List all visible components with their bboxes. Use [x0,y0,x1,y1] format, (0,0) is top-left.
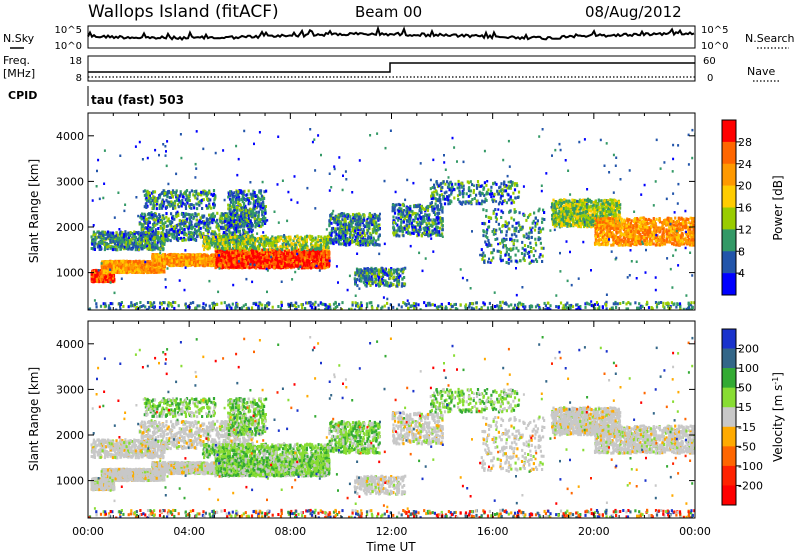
power-colorbar-segment-5 [722,229,736,252]
velocity-colorbar-segment-1 [722,348,736,369]
power-colorbar-tick-6: 4 [738,267,745,280]
nsky-label: N.Sky [3,32,35,45]
power-ytick-3: 4000 [56,130,84,143]
velocity-colorbar-segment-3 [722,387,736,408]
velocity-colorbar-tick-5: -50 [738,440,756,453]
velocity-colorbar-segment-4 [722,407,736,428]
time-xtick-2: 08:00 [274,525,306,538]
cpid-label: CPID [8,89,37,102]
power-colorbar-segment-6 [722,251,736,274]
velocity-colorbar-tick-0: 200 [738,343,759,356]
velocity-colorbar-segment-6 [722,446,736,467]
power-colorbar-segment-0 [722,120,736,143]
velocity-ytick-3: 4000 [56,338,84,351]
freq-tick-bottom-left: 8 [76,73,82,84]
date-label: 08/Aug/2012 [585,3,682,21]
power-ylabel: Slant Range [km] [27,159,41,263]
velocity-ytick-0: 1000 [56,475,84,488]
cpid-text: tau (fast) 503 [91,93,184,107]
velocity-ytick-2: 3000 [56,383,84,396]
velocity-colorbar-segment-5 [722,426,736,447]
time-xtick-0: 00:00 [72,525,104,538]
velocity-colorbar-segment-2 [722,368,736,388]
power-colorbar-segment-2 [722,163,736,186]
figure-title: Wallops Island (fitACF) [88,2,279,22]
velocity-colorbar-tick-4: -15 [738,421,756,434]
power-ytick-2: 3000 [56,175,84,188]
velocity-colorbar-tick-1: 100 [738,362,759,375]
time-xtick-5: 20:00 [578,525,610,538]
power-colorbar-segment-1 [722,141,736,165]
velocity-colorbar-segment-8 [722,485,736,506]
velocity-colorbar-label: Velocity [m s-1] [771,372,785,462]
beam-label: Beam 00 [355,3,422,21]
velocity-panel: 1000 2000 3000 4000 Slant Range [km] 00:00 0… [27,320,711,554]
power-colorbar-tick-3: 16 [738,202,752,215]
power-colorbar-tick-5: 8 [738,245,745,258]
sky-tick-top-left: 10^5 [55,25,82,36]
sky-tick-bottom-left: 10^0 [55,41,82,52]
power-colorbar-tick-4: 12 [738,223,752,236]
sky-tick-bottom-right: 10^0 [701,41,728,52]
velocity-colorbar-tick-6: -100 [738,460,763,473]
velocity-colorbar-tick-2: 50 [738,382,752,395]
power-colorbar-tick-2: 20 [738,180,752,193]
velocity-colorbar-tick-3: 15 [738,401,752,414]
time-xtick-1: 04:00 [173,525,205,538]
power-ytick-1: 2000 [56,221,84,234]
power-colorbar-tick-0: 28 [738,136,752,149]
time-xtick-3: 12:00 [376,525,408,538]
power-colorbar-segment-3 [722,185,736,208]
nave-label: Nave [747,65,775,78]
time-xlabel: Time UT [365,540,416,554]
velocity-colorbar-segment-7 [722,465,736,486]
freq-tick-top-left: 18 [69,56,82,67]
time-xtick-4: 16:00 [477,525,509,538]
velocity-colorbar-tick-7: -200 [738,479,763,492]
time-xtick-6: 00:00 [679,525,711,538]
freq-panel: Freq. [MHz] 18 8 60 0 Nave [3,54,779,84]
freq-label: Freq. [3,54,30,67]
freq-tick-bottom-right: 0 [707,73,713,84]
power-ytick-0: 1000 [56,267,84,280]
power-colorbar: 28 24 20 16 12 8 4 Power [dB] [721,119,785,296]
freq-tick-top-right: 60 [703,56,716,67]
velocity-colorbar: 200 100 50 15 -15 -50 -100 -200 Velocity [m s-1… [721,328,785,506]
freq-unit: [MHz] [3,67,35,80]
velocity-colorbar-segment-0 [722,329,736,349]
power-colorbar-tick-1: 24 [738,158,752,171]
power-colorbar-segment-7 [722,273,736,296]
power-panel: 1000 2000 3000 4000 Slant Range [km] [27,112,696,311]
nsearch-label: N.Search [745,32,795,45]
power-colorbar-segment-4 [722,207,736,230]
sky-tick-top-right: 10^5 [701,25,728,36]
power-colorbar-label: Power [dB] [771,175,785,240]
sky-panel: N.Sky 10^5 10^0 10^5 10^0 N.Search [3,25,795,52]
velocity-ytick-1: 2000 [56,429,84,442]
velocity-ylabel: Slant Range [km] [27,367,41,471]
